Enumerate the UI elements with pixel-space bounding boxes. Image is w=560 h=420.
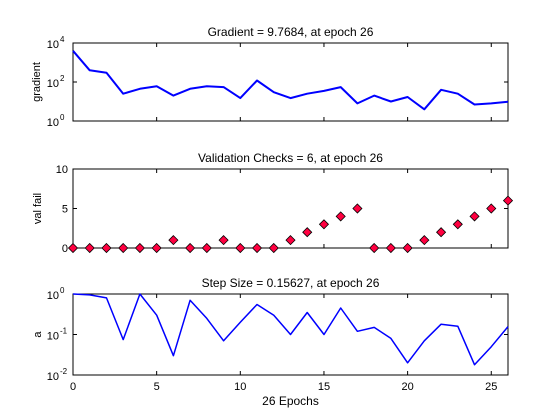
y-axis-label: val fail	[32, 193, 44, 224]
data-point	[84, 242, 95, 254]
chart-title: Step Size = 0.15627, at epoch 26	[202, 276, 380, 290]
data-point	[486, 203, 497, 214]
series-line	[72, 50, 509, 111]
y-tick-exponent: 2	[60, 74, 65, 83]
data-point	[385, 242, 396, 254]
data-point	[402, 242, 413, 254]
data-point	[151, 242, 162, 254]
data-point	[185, 242, 196, 254]
data-point	[452, 219, 463, 230]
x-tick-label: 15	[318, 381, 330, 393]
plot-area	[72, 168, 509, 249]
y-tick-label: 10	[47, 290, 59, 302]
data-point	[101, 242, 112, 254]
y-tick-label: 0	[62, 243, 68, 255]
data-point	[302, 227, 313, 238]
y-axis-label: gradient	[31, 62, 43, 102]
data-point	[67, 242, 79, 254]
data-point	[369, 242, 380, 254]
chart-title: Validation Checks = 6, at epoch 26	[198, 151, 383, 165]
y-tick-label: 10	[47, 78, 59, 90]
y-tick-label: 10	[47, 331, 59, 343]
data-point	[201, 242, 212, 254]
data-point	[318, 219, 330, 230]
chart-panel-2: Validation Checks = 6, at epoch 26 val fa…	[32, 151, 514, 255]
data-point	[218, 235, 229, 246]
chart-title: Gradient = 9.7684, at epoch 26	[208, 25, 374, 39]
y-tick-label: 10	[47, 39, 59, 51]
data-point	[235, 242, 246, 254]
data-point	[118, 242, 129, 254]
data-point	[251, 242, 263, 254]
series-line	[72, 293, 509, 366]
y-tick-label: 10	[47, 371, 59, 383]
x-tick-label: 0	[70, 381, 76, 393]
y-tick-exponent: 0	[60, 286, 65, 295]
data-point	[134, 242, 145, 254]
x-tick-label: 20	[401, 381, 413, 393]
data-point	[469, 211, 480, 222]
y-tick-label: 5	[62, 204, 68, 216]
y-tick-exponent: -1	[60, 327, 68, 336]
y-tick-exponent: -2	[60, 367, 68, 376]
data-point	[168, 235, 179, 246]
data-point	[335, 211, 346, 222]
x-tick-label: 25	[485, 381, 497, 393]
plot-area	[72, 42, 509, 122]
data-point	[419, 235, 430, 246]
y-tick-exponent: 4	[60, 35, 65, 44]
x-tick-label: 10	[234, 381, 246, 393]
y-tick-exponent: 0	[60, 113, 65, 122]
data-point	[352, 203, 363, 214]
data-point	[436, 227, 447, 238]
y-axis-label: a	[32, 331, 44, 338]
data-point	[285, 235, 296, 246]
data-point	[268, 242, 279, 254]
x-axis-label: 26 Epochs	[262, 394, 319, 408]
y-tick-label: 10	[47, 117, 59, 129]
x-tick-label: 5	[154, 381, 160, 393]
y-tick-label: 10	[56, 164, 68, 176]
data-point	[502, 195, 514, 206]
chart-panel-1: Gradient = 9.7684, at epoch 26 gradient 10…	[31, 25, 509, 129]
